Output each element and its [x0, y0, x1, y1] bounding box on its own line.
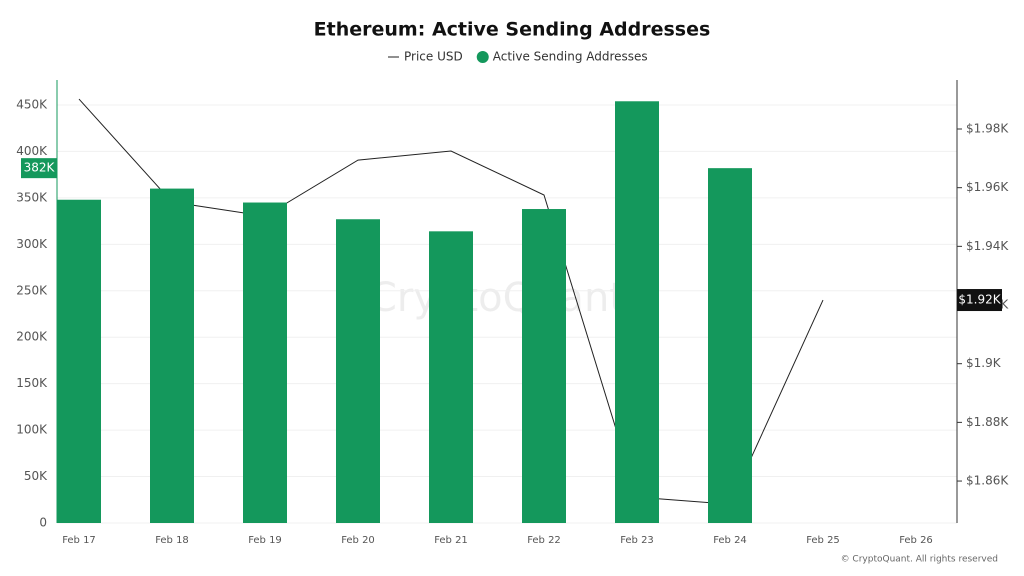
chart-title: Ethereum: Active Sending Addresses: [314, 19, 711, 41]
y-tick-label: 450K: [16, 97, 48, 111]
y-tick-label: 350K: [16, 190, 48, 204]
y-tick-label: 0: [39, 516, 47, 530]
bar: [336, 219, 380, 523]
y2-tick-label: $1.98K: [966, 121, 1009, 135]
x-tick-label: Feb 24: [713, 535, 747, 546]
bar: [150, 188, 194, 523]
x-tick-label: Feb 17: [62, 535, 96, 546]
y-tick-label: 200K: [16, 330, 48, 344]
x-tick-label: Feb 22: [527, 535, 561, 546]
y-tick-label: 100K: [16, 423, 48, 437]
price-line: [78, 98, 824, 505]
bar: [708, 168, 752, 523]
value-label: $1.92K: [958, 293, 1001, 307]
value-label: 382K: [24, 161, 56, 175]
y-tick-label: 400K: [16, 144, 48, 158]
y-tick-label: 150K: [16, 376, 48, 390]
value-badge: [957, 289, 1002, 312]
y2-tick-label: $1.94K: [966, 239, 1009, 253]
bar: [57, 199, 101, 524]
watermark: CryptoQuant: [369, 275, 625, 321]
legend-label: Price USD: [404, 50, 463, 64]
y-tick-label: 250K: [16, 283, 48, 297]
bar: [429, 231, 473, 523]
legend-label: Active Sending Addresses: [493, 50, 648, 64]
x-tick-label: Feb 19: [248, 535, 282, 546]
y2-tick-label: $1.9K: [966, 356, 1002, 370]
value-badge: [21, 158, 57, 179]
y-tick-label: 50K: [24, 469, 48, 483]
bar: [615, 101, 659, 524]
legend-swatch: [476, 51, 489, 63]
x-tick-label: Feb 23: [620, 535, 654, 546]
y2-tick-label: $1.88K: [966, 415, 1009, 429]
x-tick-label: Feb 26: [899, 535, 933, 546]
x-tick-label: Feb 21: [434, 535, 468, 546]
y2-tick-label: $1.86K: [966, 474, 1009, 488]
x-tick-label: Feb 25: [806, 535, 840, 546]
bar: [522, 209, 566, 523]
x-tick-label: Feb 18: [155, 535, 189, 546]
y-tick-label: 300K: [16, 237, 48, 251]
footer: © CryptoQuant. All rights reserved: [841, 555, 998, 565]
bar: [243, 202, 287, 524]
y2-tick-label: $1.96K: [966, 180, 1009, 194]
x-tick-label: Feb 20: [341, 535, 375, 546]
